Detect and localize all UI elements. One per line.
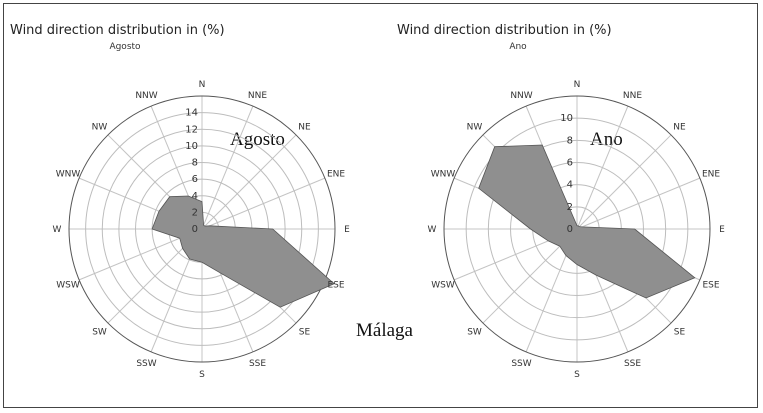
ring-ano-8 bbox=[487, 139, 667, 319]
tick-label-agosto-2: 2 bbox=[192, 207, 198, 218]
direction-label-ano-s: S bbox=[574, 370, 580, 380]
tick-label-agosto-4: 4 bbox=[192, 191, 198, 202]
tick-label-ano-0: 0 bbox=[567, 224, 573, 235]
outer-ring-ano bbox=[443, 95, 711, 363]
direction-label-ano-sw: SW bbox=[467, 328, 482, 338]
rose-subtitle-ano: Ano bbox=[509, 42, 527, 52]
direction-label-agosto-sw: SW bbox=[92, 328, 107, 338]
direction-label-agosto-ese: ESE bbox=[327, 281, 344, 291]
direction-label-ano-e: E bbox=[719, 225, 725, 235]
rose-area-agosto bbox=[151, 195, 335, 308]
rose-label-agosto: Agosto bbox=[230, 129, 285, 150]
direction-label-agosto-ene: ENE bbox=[327, 170, 345, 180]
rose-title-ano: Wind direction distribution in (%) bbox=[397, 23, 612, 38]
direction-label-agosto-nnw: NNW bbox=[135, 91, 157, 101]
direction-label-ano-n: N bbox=[574, 80, 581, 90]
tick-label-agosto-14: 14 bbox=[185, 108, 198, 119]
direction-label-ano-wsw: WSW bbox=[431, 281, 455, 291]
direction-label-agosto-e: E bbox=[344, 225, 350, 235]
tick-label-agosto-12: 12 bbox=[185, 124, 198, 135]
tick-label-ano-8: 8 bbox=[567, 135, 573, 146]
rose-area-ano bbox=[478, 144, 696, 299]
direction-label-ano-nw: NW bbox=[467, 123, 483, 133]
direction-label-agosto-nw: NW bbox=[92, 123, 108, 133]
direction-label-ano-ne: NE bbox=[673, 123, 686, 133]
direction-label-agosto-nne: NNE bbox=[248, 91, 267, 101]
direction-label-agosto-se: SE bbox=[299, 328, 311, 338]
tick-label-agosto-6: 6 bbox=[192, 174, 198, 185]
tick-label-agosto-10: 10 bbox=[185, 141, 198, 152]
tick-label-ano-10: 10 bbox=[560, 113, 573, 124]
direction-label-ano-w: W bbox=[428, 225, 437, 235]
ring-ano-6 bbox=[510, 162, 644, 296]
outer-ring-agosto bbox=[68, 95, 336, 363]
ring-agosto-10 bbox=[118, 145, 286, 313]
ring-agosto-12 bbox=[101, 128, 303, 330]
direction-label-agosto-wnw: WNW bbox=[56, 170, 81, 180]
tick-label-agosto-0: 0 bbox=[192, 224, 198, 235]
direction-label-ano-ene: ENE bbox=[702, 170, 720, 180]
rose-label-ano: Ano bbox=[590, 129, 623, 150]
direction-label-agosto-ne: NE bbox=[298, 123, 311, 133]
direction-label-agosto-sse: SSE bbox=[249, 359, 266, 369]
direction-label-agosto-w: W bbox=[53, 225, 62, 235]
direction-label-ano-wnw: WNW bbox=[431, 170, 456, 180]
location-caption: Málaga bbox=[356, 320, 414, 341]
tick-label-ano-6: 6 bbox=[567, 158, 573, 169]
direction-label-ano-ssw: SSW bbox=[511, 359, 531, 369]
direction-label-agosto-ssw: SSW bbox=[136, 359, 156, 369]
wind-rose-agosto: 0 2 4 6 8 10 12 14 N NNE NE ENE E ESE SE SSE S SSW SW WSW W W… bbox=[53, 80, 351, 380]
direction-label-ano-sse: SSE bbox=[624, 359, 641, 369]
ring-agosto-14 bbox=[85, 112, 319, 346]
ring-ano-10 bbox=[465, 117, 689, 341]
direction-label-ano-se: SE bbox=[674, 328, 686, 338]
direction-label-agosto-n: N bbox=[199, 80, 206, 90]
wind-rose-ano: 0 2 4 6 8 10 N NNE NE ENE E ESE SE SSE S SSW SW WSW W WNW NW… bbox=[428, 80, 726, 380]
direction-label-ano-ese: ESE bbox=[702, 281, 719, 291]
tick-label-agosto-8: 8 bbox=[192, 158, 198, 169]
direction-label-agosto-wsw: WSW bbox=[56, 281, 80, 291]
direction-label-agosto-s: S bbox=[199, 370, 205, 380]
tick-label-ano-4: 4 bbox=[567, 180, 573, 191]
tick-label-ano-2: 2 bbox=[567, 202, 573, 213]
rose-subtitle-agosto: Agosto bbox=[109, 42, 141, 52]
rose-title-agosto: Wind direction distribution in (%) bbox=[10, 23, 225, 38]
direction-label-ano-nne: NNE bbox=[623, 91, 642, 101]
direction-label-ano-nnw: NNW bbox=[510, 91, 532, 101]
